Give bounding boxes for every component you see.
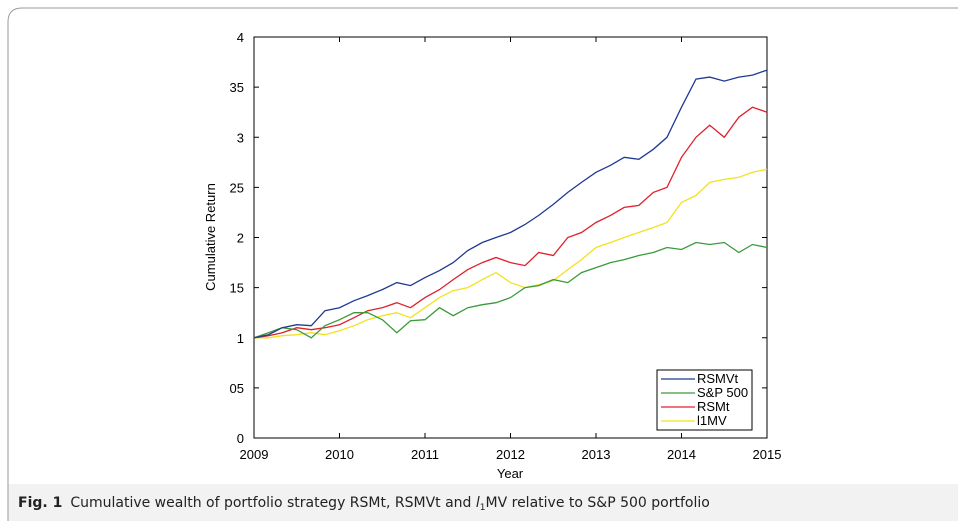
caption-sub: 1: [480, 503, 486, 513]
x-tick-label: 2013: [582, 447, 611, 462]
series-line: [253, 106, 768, 339]
x-tick-label: 2011: [411, 447, 439, 462]
caption-text-end: MV relative to S&P 500 portfolio: [486, 495, 710, 511]
x-tick-label: 2015: [753, 447, 782, 462]
x-tick-label: 2010: [325, 447, 354, 462]
series-line: [253, 241, 768, 339]
x-axis-label: Year: [497, 466, 524, 481]
x-tick-label: 2012: [496, 447, 525, 462]
x-tick-label: 2009: [240, 447, 269, 462]
legend-label: l1MV: [697, 413, 727, 428]
series-line: [254, 168, 768, 339]
y-tick-label: 4: [237, 30, 244, 45]
legend-label: S&P 500: [697, 385, 748, 400]
y-axis-label: Cumulative Return: [203, 183, 218, 291]
legend-box: [656, 369, 753, 431]
caption: Fig. 1 Cumulative wealth of portfolio str…: [18, 495, 710, 513]
x-tick-label: 2014: [667, 447, 696, 462]
caption-text: Cumulative wealth of portfolio strategy …: [70, 495, 476, 511]
y-tick-label: 1: [237, 331, 244, 346]
y-tick-label: 3: [237, 130, 244, 145]
caption-band: [8, 484, 958, 521]
caption-label: Fig. 1: [18, 495, 62, 511]
series-line: [253, 69, 768, 339]
figure-frame: [7, 7, 958, 521]
y-tick-label: 05: [230, 381, 244, 396]
legend-label: RSMt: [697, 399, 730, 414]
y-tick-label: 2: [237, 231, 244, 246]
caption-italic: l: [476, 495, 480, 511]
legend-label: RSMVt: [697, 371, 739, 386]
y-tick-label: 35: [230, 80, 244, 95]
y-tick-label: 25: [230, 180, 244, 195]
y-tick-label: 0: [237, 431, 244, 446]
y-tick-label: 15: [230, 281, 244, 296]
